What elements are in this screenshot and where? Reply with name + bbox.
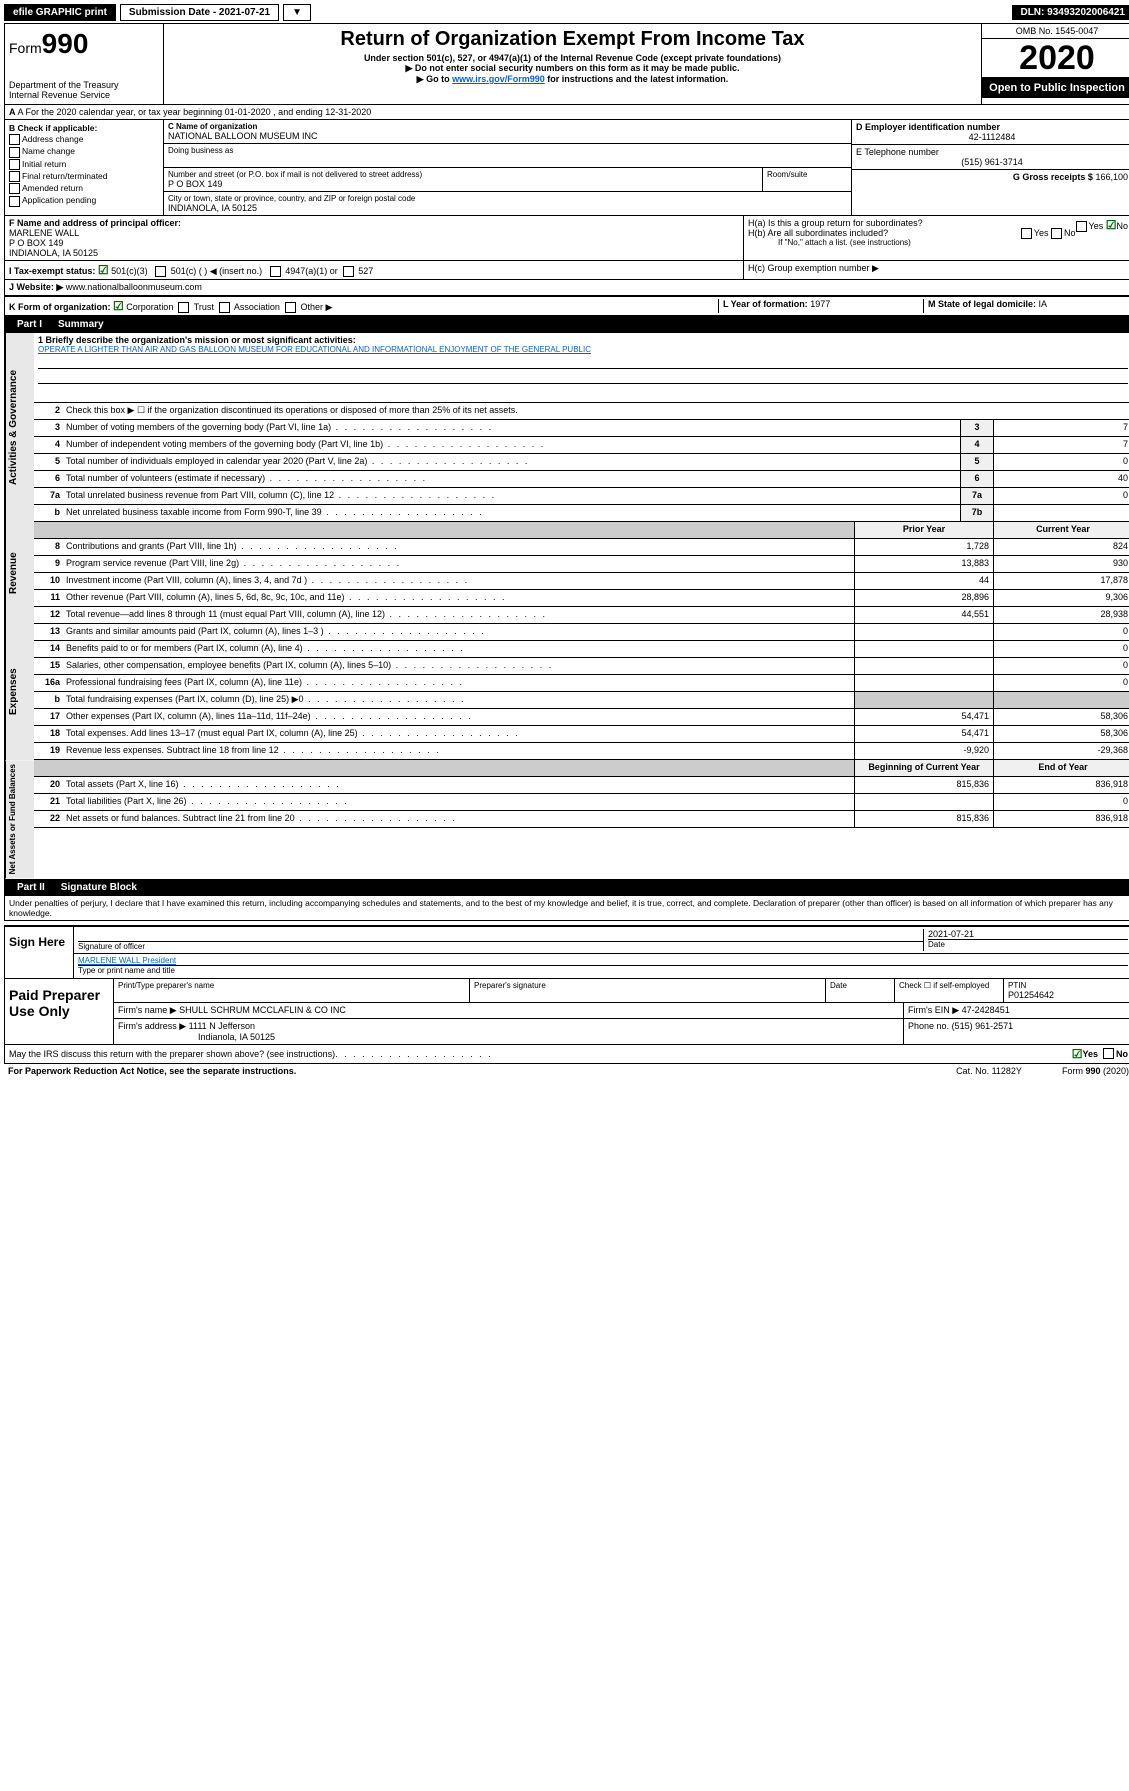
- summary-line: 3Number of voting members of the governi…: [34, 420, 1129, 437]
- paid-preparer-block: Paid Preparer Use Only Print/Type prepar…: [4, 979, 1129, 1045]
- mission-text: OPERATE A LIGHTER THAN AIR AND GAS BALLO…: [38, 345, 1128, 354]
- org-name: NATIONAL BALLOON MUSEUM INC: [168, 131, 847, 141]
- summary-line: 14Benefits paid to or for members (Part …: [34, 641, 1129, 658]
- irs-link[interactable]: www.irs.gov/Form990: [452, 74, 545, 84]
- gross-receipts: 166,100: [1095, 172, 1128, 182]
- tax-year: 2020: [982, 39, 1129, 78]
- form-header: Form990 Department of the Treasury Inter…: [5, 24, 1129, 105]
- part-2-header: Part II Signature Block: [5, 879, 1129, 896]
- summary-line: 9Program service revenue (Part VIII, lin…: [34, 556, 1129, 573]
- form-number: 990: [42, 28, 89, 59]
- summary-line: 6Total number of volunteers (estimate if…: [34, 471, 1129, 488]
- form-container: Form990 Department of the Treasury Inter…: [4, 23, 1129, 921]
- section-bcd: B Check if applicable: Address change Na…: [5, 120, 1129, 216]
- summary-line: 4Number of independent voting members of…: [34, 437, 1129, 454]
- penalties-text: Under penalties of perjury, I declare th…: [5, 896, 1129, 920]
- row-fh: F Name and address of principal officer:…: [5, 216, 1129, 261]
- form-prefix: Form: [9, 40, 42, 56]
- row-k: K Form of organization: ☑ Corporation Tr…: [5, 297, 1129, 316]
- box-de: D Employer identification number 42-1112…: [851, 120, 1129, 215]
- revenue-section: Revenue Prior Year Current Year 8Contrib…: [5, 522, 1129, 624]
- box-b: B Check if applicable: Address change Na…: [5, 120, 164, 215]
- dept-label: Department of the Treasury Internal Reve…: [9, 80, 159, 100]
- form-title: Return of Organization Exempt From Incom…: [166, 28, 979, 51]
- expenses-section: Expenses 13Grants and similar amounts pa…: [5, 624, 1129, 760]
- summary-line: 11Other revenue (Part VIII, column (A), …: [34, 590, 1129, 607]
- summary-line: 18Total expenses. Add lines 13–17 (must …: [34, 726, 1129, 743]
- summary-line: 19Revenue less expenses. Subtract line 1…: [34, 743, 1129, 760]
- org-address: P O BOX 149: [168, 179, 758, 189]
- phone: (515) 961-3714: [856, 157, 1128, 167]
- row-j: J Website: ▶ www.nationalballoonmuseum.c…: [5, 280, 1129, 297]
- summary-line: 7aTotal unrelated business revenue from …: [34, 488, 1129, 505]
- part-1-header: Part I Summary: [5, 316, 1129, 333]
- summary-line: 16aProfessional fundraising fees (Part I…: [34, 675, 1129, 692]
- summary-line: 17Other expenses (Part IX, column (A), l…: [34, 709, 1129, 726]
- summary-line: bNet unrelated business taxable income f…: [34, 505, 1129, 522]
- summary-line: 5Total number of individuals employed in…: [34, 454, 1129, 471]
- form-note-1: ▶ Do not enter social security numbers o…: [166, 63, 979, 74]
- signature-block: Sign Here Signature of officer 2021-07-2…: [4, 925, 1129, 979]
- summary-line: 20Total assets (Part X, line 16)815,8368…: [34, 777, 1129, 794]
- dln-label: DLN: 93493202006421: [1012, 5, 1129, 20]
- summary-line: 22Net assets or fund balances. Subtract …: [34, 811, 1129, 828]
- net-assets-section: Net Assets or Fund Balances Beginning of…: [5, 760, 1129, 878]
- row-ih: I Tax-exempt status: ☑ 501(c)(3) 501(c) …: [5, 261, 1129, 280]
- summary-line: 15Salaries, other compensation, employee…: [34, 658, 1129, 675]
- form-subtitle: Under section 501(c), 527, or 4947(a)(1)…: [166, 53, 979, 63]
- omb-number: OMB No. 1545-0047: [982, 24, 1129, 39]
- ein: 42-1112484: [856, 132, 1128, 142]
- top-bar: efile GRAPHIC print Submission Date - 20…: [4, 4, 1129, 21]
- summary-line: 21Total liabilities (Part X, line 26)0: [34, 794, 1129, 811]
- summary-line: 8Contributions and grants (Part VIII, li…: [34, 539, 1129, 556]
- summary-line: 10Investment income (Part VIII, column (…: [34, 573, 1129, 590]
- efile-button[interactable]: efile GRAPHIC print: [4, 4, 116, 21]
- summary-line: 12Total revenue—add lines 8 through 11 (…: [34, 607, 1129, 624]
- row-a-tax-year: A A For the 2020 calendar year, or tax y…: [5, 105, 1129, 120]
- org-city: INDIANOLA, IA 50125: [168, 203, 847, 213]
- summary-line: bTotal fundraising expenses (Part IX, co…: [34, 692, 1129, 709]
- open-public-badge: Open to Public Inspection: [982, 78, 1129, 98]
- summary-line: 13Grants and similar amounts paid (Part …: [34, 624, 1129, 641]
- submission-date-button[interactable]: Submission Date - 2021-07-21: [120, 4, 279, 21]
- website: www.nationalballoonmuseum.com: [66, 282, 202, 293]
- governance-section: Activities & Governance 1 Briefly descri…: [5, 333, 1129, 522]
- box-c: C Name of organization NATIONAL BALLOON …: [164, 120, 851, 215]
- discuss-row: May the IRS discuss this return with the…: [4, 1045, 1129, 1064]
- dropdown-arrow[interactable]: ▼: [283, 4, 311, 21]
- footer-row: For Paperwork Reduction Act Notice, see …: [4, 1064, 1129, 1078]
